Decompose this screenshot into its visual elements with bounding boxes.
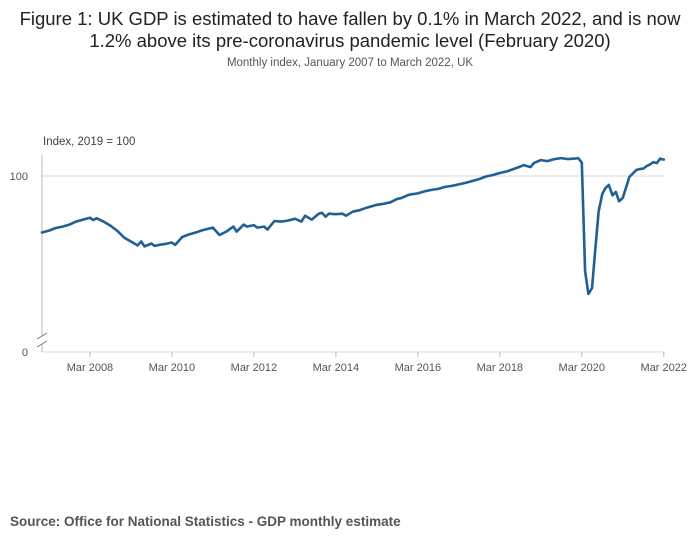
x-tick-label: Mar 2008	[67, 362, 113, 374]
x-tick-label: Mar 2022	[641, 362, 687, 374]
y-axis-label: Index, 2019 = 100	[43, 136, 136, 148]
axis-break-mark	[36, 332, 48, 340]
axis-break-mark	[36, 340, 48, 348]
x-tick-label: Mar 2018	[477, 362, 523, 374]
x-tick-label: Mar 2014	[313, 362, 359, 374]
x-tick-label: Mar 2010	[149, 362, 195, 374]
y-tick-label: 100	[10, 171, 28, 183]
y-tick-label: 0	[22, 347, 28, 359]
x-tick-label: Mar 2020	[559, 362, 605, 374]
gdp-index-line	[40, 156, 666, 296]
source-note: Source: Office for National Statistics -…	[10, 514, 401, 529]
chart-subtitle: Monthly index, January 2007 to March 202…	[226, 57, 474, 69]
x-tick-label: Mar 2012	[231, 362, 277, 374]
chart-title: Figure 1: UK GDP is estimated to have fa…	[19, 8, 681, 51]
x-tick-label: Mar 2016	[395, 362, 441, 374]
